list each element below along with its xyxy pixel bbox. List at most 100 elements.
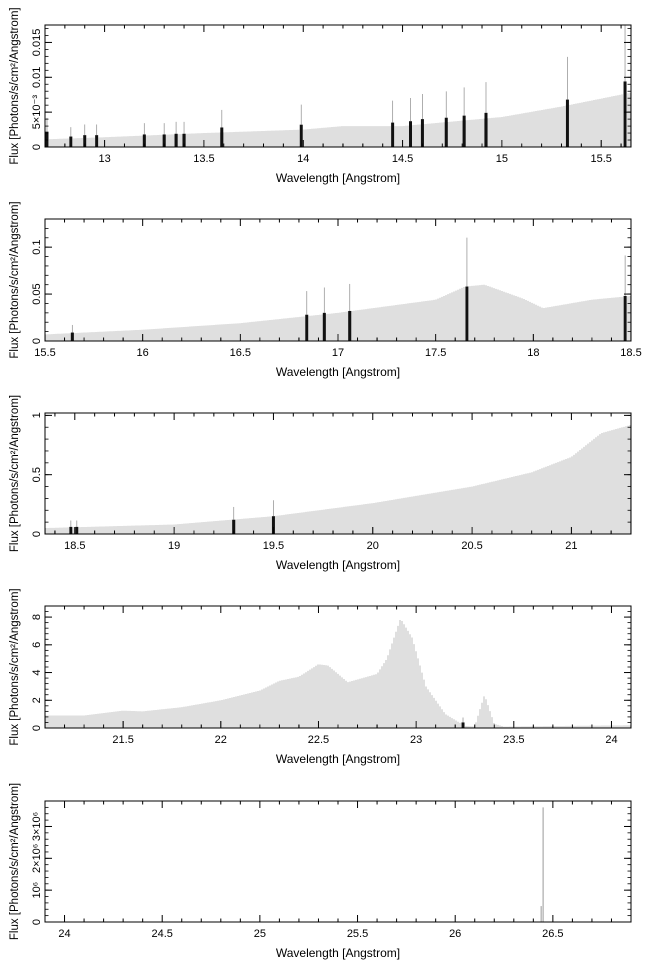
y-axis: 0 0.5 1 Flux [Photons/s/cm²/Angstrom] (9, 395, 631, 552)
line-bars (69, 500, 275, 534)
plot-frame (44, 24, 632, 148)
x-axis: 15.5 16 16.5 17 17.5 18 18.5 Wavelength [Angstr… (34, 219, 642, 379)
x-axis-label: Wavelength [Angstrom] (276, 171, 400, 185)
y-tick-label: 0.1 (31, 240, 43, 255)
x-tick-label: 17 (332, 347, 344, 359)
x-axis-label: Wavelength [Angstrom] (276, 558, 400, 572)
y-tick-label: 0.01 (31, 67, 43, 88)
x-axis: 13 13.5 14 14.5 15 15.5 Wavelength [Angstrom] (44, 25, 622, 185)
line-bar (232, 519, 236, 534)
y-tick-label: 2×10⁶ (31, 844, 43, 873)
continuum-bars (45, 425, 631, 534)
y-axis-label: Flux [Photons/s/cm²/Angstrom] (9, 395, 21, 552)
x-tick-label: 22 (215, 734, 227, 746)
line-bars (461, 717, 465, 728)
y-tick-label: 0 (31, 725, 43, 731)
y-axis: 0 0.05 0.1 Flux [Photons/s/cm²/Angstrom] (9, 201, 631, 359)
y-axis: 0 5×10⁻³ 0.01 0.015 Flux [Photons/s/cm²/Angs… (9, 7, 631, 165)
line-bar (220, 127, 224, 147)
x-tick-label: 16 (137, 347, 149, 359)
line-bar (299, 124, 303, 147)
line-bar (75, 526, 79, 534)
x-tick-label: 19.5 (263, 540, 284, 552)
x-tick-label: 23.5 (503, 734, 524, 746)
y-tick-label: 10⁶ (31, 882, 43, 899)
line-bars (540, 807, 544, 922)
line-bar (142, 134, 146, 147)
line-bar (174, 133, 178, 147)
x-axis: 21.5 22 22.5 23 23.5 24 Wavelength [Angstrom] (44, 606, 632, 766)
panel-3: 18.5 19 19.5 20 20.5 21 Wavelength [Angstrom] 0… (9, 395, 632, 572)
continuum-bars (45, 284, 631, 341)
continuum-bars (45, 619, 631, 728)
x-tick-label: 25 (254, 928, 266, 940)
line-bar (305, 314, 309, 341)
line-bars (45, 25, 627, 147)
x-tick-label: 14 (297, 153, 309, 165)
y-axis-label: Flux [Photons/s/cm²/Angstrom] (9, 588, 21, 745)
line-bar (484, 112, 488, 147)
x-tick-label: 26 (449, 928, 461, 940)
y-tick-label: 0 (31, 919, 43, 925)
line-bar (391, 122, 395, 147)
line-bars (70, 237, 627, 341)
y-tick-label: 0 (31, 531, 43, 537)
x-tick-label: 18.5 (64, 540, 85, 552)
x-tick-label: 13.5 (193, 153, 214, 165)
plot-frame (44, 412, 632, 535)
x-tick-label: 15 (496, 153, 508, 165)
line-bar (95, 135, 99, 147)
x-axis-label: Wavelength [Angstrom] (276, 946, 400, 960)
y-tick-label: 6 (31, 642, 43, 648)
line-bar (69, 526, 73, 534)
y-tick-label: 4 (31, 669, 43, 675)
line-bar (623, 81, 627, 147)
y-tick-label: 0 (31, 338, 43, 344)
x-tick-label: 24 (605, 734, 617, 746)
x-tick-label: 19 (168, 540, 180, 552)
x-tick-label: 24 (58, 928, 70, 940)
x-tick-label: 26.5 (542, 928, 563, 940)
x-axis-label: Wavelength [Angstrom] (276, 365, 400, 379)
y-tick-label: 3×10⁶ (31, 812, 43, 841)
x-tick-label: 13 (98, 153, 110, 165)
x-axis: 18.5 19 19.5 20 20.5 21 Wavelength [Angstrom] (54, 413, 632, 572)
x-tick-label: 21 (565, 540, 577, 552)
x-tick-label: 23 (410, 734, 422, 746)
x-tick-label: 20.5 (461, 540, 482, 552)
y-tick-label: 5×10⁻³ (31, 95, 43, 130)
y-tick-label: 2 (31, 697, 43, 703)
x-axis-label: Wavelength [Angstrom] (276, 752, 400, 766)
panel-5: 24 24.5 25 25.5 26 26.5 Wavelength [Angstrom] 0… (9, 783, 632, 960)
continuum-bars (45, 92, 631, 147)
y-axis-label: Flux [Photons/s/cm²/Angstrom] (9, 7, 21, 164)
line-bar (45, 131, 49, 147)
x-tick-label: 21.5 (112, 734, 133, 746)
x-tick-label: 18.5 (620, 347, 641, 359)
y-tick-label: 0 (31, 144, 43, 150)
line-bar (322, 312, 326, 341)
y-axis: 0 10⁶ 2×10⁶ 3×10⁶ Flux [Photons/s/cm²/Angstr… (9, 783, 631, 940)
x-tick-label: 24.5 (151, 928, 172, 940)
y-tick-label: 1 (31, 412, 43, 418)
y-tick-label: 0.015 (31, 29, 43, 57)
x-tick-label: 15.5 (34, 347, 55, 359)
line-bar (462, 115, 466, 147)
y-axis-label: Flux [Photons/s/cm²/Angstrom] (9, 201, 21, 358)
line-bar (444, 117, 448, 147)
x-tick-label: 15.5 (590, 153, 611, 165)
x-axis: 24 24.5 25 25.5 26 26.5 Wavelength [Angstrom] (44, 801, 632, 960)
line-bar (565, 99, 569, 147)
line-bar (409, 121, 413, 147)
x-tick-label: 20 (367, 540, 379, 552)
line-bar (69, 136, 73, 147)
line-bar (348, 310, 352, 341)
y-tick-label: 0.5 (31, 467, 43, 482)
y-tick-label: 8 (31, 614, 43, 620)
y-tick-label: 0.05 (31, 283, 43, 304)
line-bar (465, 286, 469, 341)
line-bar (461, 722, 465, 728)
panel-1: 13 13.5 14 14.5 15 15.5 Wavelength [Angstrom] 0… (9, 7, 632, 185)
